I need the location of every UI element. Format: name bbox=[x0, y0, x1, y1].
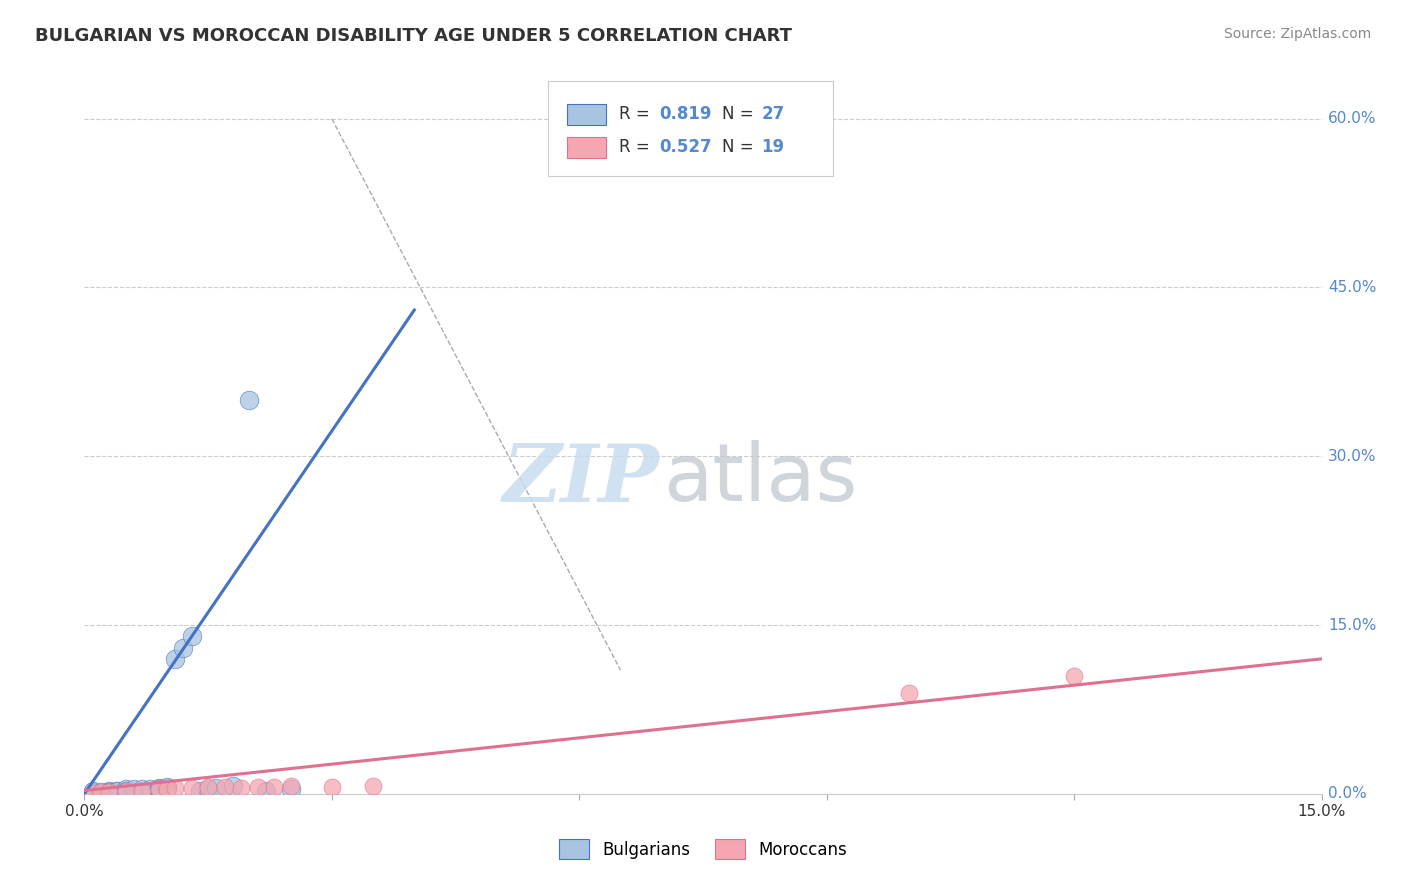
Text: 45.0%: 45.0% bbox=[1327, 280, 1376, 295]
Point bbox=[254, 783, 277, 797]
Point bbox=[114, 782, 136, 797]
Point bbox=[172, 640, 194, 655]
Point bbox=[197, 780, 219, 794]
Point bbox=[148, 782, 170, 797]
Point bbox=[188, 783, 211, 797]
Bar bbox=[567, 137, 606, 158]
Point bbox=[90, 784, 112, 798]
Text: R =: R = bbox=[619, 104, 655, 122]
Text: N =: N = bbox=[721, 137, 758, 155]
Point bbox=[180, 629, 202, 643]
FancyBboxPatch shape bbox=[548, 81, 832, 176]
Point bbox=[229, 781, 252, 796]
Point bbox=[82, 783, 104, 797]
Text: 30.0%: 30.0% bbox=[1327, 449, 1376, 464]
Point bbox=[214, 780, 236, 794]
Point bbox=[105, 783, 128, 797]
Text: 0.0%: 0.0% bbox=[1327, 787, 1367, 801]
Text: 27: 27 bbox=[761, 104, 785, 122]
Legend: Bulgarians, Moroccans: Bulgarians, Moroccans bbox=[553, 832, 853, 866]
Point bbox=[321, 780, 343, 794]
Point bbox=[82, 786, 104, 800]
Text: BULGARIAN VS MOROCCAN DISABILITY AGE UNDER 5 CORRELATION CHART: BULGARIAN VS MOROCCAN DISABILITY AGE UND… bbox=[35, 27, 792, 45]
Point bbox=[898, 685, 921, 699]
Point bbox=[1063, 669, 1085, 683]
Point bbox=[131, 783, 153, 797]
Point bbox=[90, 784, 112, 798]
Point bbox=[148, 781, 170, 796]
Point bbox=[98, 784, 121, 798]
Text: 15.0%: 15.0% bbox=[1327, 617, 1376, 632]
Point bbox=[148, 782, 170, 797]
Point bbox=[263, 780, 285, 794]
Text: N =: N = bbox=[721, 104, 758, 122]
Point bbox=[180, 781, 202, 796]
Text: Source: ZipAtlas.com: Source: ZipAtlas.com bbox=[1223, 27, 1371, 41]
Point bbox=[82, 784, 104, 798]
Text: 0.527: 0.527 bbox=[659, 137, 713, 155]
Text: atlas: atlas bbox=[664, 441, 858, 518]
Point bbox=[156, 781, 179, 796]
Point bbox=[361, 779, 384, 793]
Text: 19: 19 bbox=[761, 137, 785, 155]
Bar bbox=[567, 104, 606, 125]
Point bbox=[122, 782, 145, 797]
Point bbox=[205, 781, 228, 796]
Point bbox=[280, 782, 302, 797]
Text: ZIP: ZIP bbox=[503, 441, 659, 518]
Text: 60.0%: 60.0% bbox=[1327, 112, 1376, 126]
Text: 0.819: 0.819 bbox=[659, 104, 713, 122]
Point bbox=[222, 779, 245, 793]
Point bbox=[165, 781, 187, 796]
Point bbox=[280, 779, 302, 793]
Point bbox=[246, 780, 269, 794]
Point bbox=[131, 782, 153, 797]
Point bbox=[105, 783, 128, 797]
Point bbox=[114, 783, 136, 797]
Point bbox=[90, 786, 112, 800]
Point bbox=[98, 783, 121, 797]
Point bbox=[114, 783, 136, 797]
Point bbox=[139, 782, 162, 797]
Point bbox=[98, 784, 121, 798]
Point bbox=[238, 392, 260, 407]
Point bbox=[165, 652, 187, 666]
Point bbox=[156, 782, 179, 797]
Point bbox=[197, 782, 219, 797]
Text: R =: R = bbox=[619, 137, 655, 155]
Point bbox=[156, 780, 179, 794]
